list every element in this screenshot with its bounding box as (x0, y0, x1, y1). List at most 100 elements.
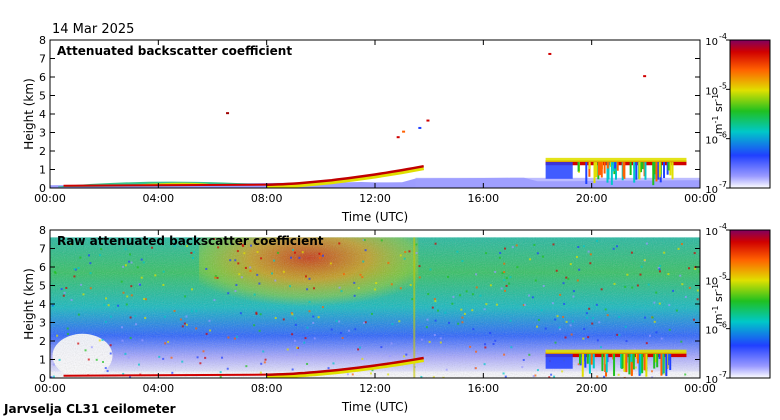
x-tick-label: 20:00 (576, 192, 608, 205)
noise-pixel (134, 314, 137, 317)
noise-pixel (140, 276, 143, 279)
noise-pixel (463, 312, 466, 315)
noise-pixel (128, 253, 131, 256)
noise-pixel (504, 247, 507, 250)
y-tick-label: 0 (39, 372, 46, 385)
noise-pixel (434, 319, 437, 322)
noise-pixel (475, 350, 478, 353)
noise-pixel (122, 291, 125, 294)
noise-pixel (255, 312, 258, 315)
x-tick-label: 00:00 (34, 382, 66, 395)
noise-pixel (485, 252, 488, 255)
noise-pixel (99, 254, 102, 257)
noise-pixel (456, 250, 459, 253)
noise-pixel (528, 294, 531, 297)
noise-pixel (633, 347, 636, 350)
colorbar-exponent: -5 (719, 81, 727, 90)
noise-pixel (77, 342, 80, 345)
noise-pixel (479, 294, 482, 297)
colorbar-label: 10 (705, 227, 718, 238)
colorbar-label: 10 (705, 136, 718, 147)
noise-pixel (541, 255, 544, 258)
colorbar-unit-part: -1 (711, 94, 720, 102)
noise-pixel (144, 316, 147, 319)
noise-pixel (239, 312, 242, 315)
noise-pixel (229, 259, 232, 262)
noise-pixel (618, 316, 621, 319)
noise-pixel (341, 337, 344, 340)
noise-pixel (256, 273, 259, 276)
noise-pixel (100, 248, 103, 251)
noise-pixel (563, 302, 566, 305)
noise-pixel (532, 375, 535, 378)
noise-pixel (236, 250, 239, 253)
noise-pixel (74, 268, 77, 271)
noise-pixel (104, 367, 107, 370)
noise-pixel (130, 261, 133, 264)
noise-pixel (179, 318, 182, 321)
noise-pixel (522, 304, 525, 307)
noise-pixel (264, 358, 267, 361)
noise-pixel (489, 284, 492, 287)
noise-pixel (428, 340, 431, 343)
noise-pixel (592, 317, 595, 320)
noise-pixel (87, 358, 90, 361)
noise-pixel (135, 323, 138, 326)
noise-pixel (583, 328, 586, 331)
noise-pixel (253, 293, 256, 296)
noise-pixel (167, 340, 170, 343)
noise-pixel (82, 293, 85, 296)
noise-pixel (489, 331, 492, 334)
noise-pixel (335, 319, 338, 322)
noise-pixel (304, 337, 307, 340)
x-tick-label: 04:00 (142, 192, 174, 205)
noise-pixel (494, 270, 497, 273)
noise-pixel (245, 365, 248, 368)
noise-pixel (66, 332, 69, 335)
noise-pixel (534, 279, 537, 282)
colorbar-label: 10 (705, 276, 718, 287)
noise-pixel (569, 324, 572, 327)
noise-pixel (655, 331, 658, 334)
noise-pixel (564, 336, 567, 339)
noise-pixel (433, 298, 436, 301)
noise-pixel (625, 340, 628, 343)
noise-pixel (388, 355, 391, 358)
noise-pixel (63, 291, 66, 294)
noise-pixel (234, 259, 237, 262)
noise-pixel (634, 366, 637, 369)
noise-pixel (290, 256, 293, 259)
noise-pixel (658, 302, 661, 305)
noise-pixel (571, 320, 574, 323)
noise-pixel (109, 315, 112, 318)
cloud-base-layer (266, 164, 424, 186)
noise-pixel (680, 243, 683, 246)
noise-pixel (426, 318, 429, 321)
noise-pixel (128, 376, 131, 378)
noise-pixel (613, 282, 616, 285)
noise-pixel (420, 375, 423, 378)
noise-pixel (418, 265, 421, 268)
noise-pixel (204, 356, 207, 359)
noise-pixel (511, 246, 514, 249)
noise-pixel (658, 270, 661, 273)
noise-pixel (596, 375, 599, 378)
noise-pixel (483, 363, 486, 366)
y-tick-label: 7 (39, 53, 46, 66)
noise-pixel (540, 309, 543, 312)
noise-pixel (403, 355, 406, 358)
noise-pixel (362, 238, 365, 241)
date-label: 14 Mar 2025 (52, 22, 134, 37)
noise-pixel (522, 358, 525, 361)
station-label: Jarvselja CL31 ceilometer (3, 402, 176, 416)
noise-pixel (70, 243, 73, 246)
noise-pixel (89, 287, 92, 290)
noise-pixel (387, 373, 390, 376)
noise-pixel (448, 321, 451, 324)
colorbar-unit-part: -1 (711, 116, 720, 124)
noise-pixel (363, 238, 366, 241)
noise-pixel (90, 346, 93, 349)
noise-pixel (306, 288, 309, 291)
noise-pixel (158, 355, 161, 358)
noise-pixel (122, 372, 125, 375)
